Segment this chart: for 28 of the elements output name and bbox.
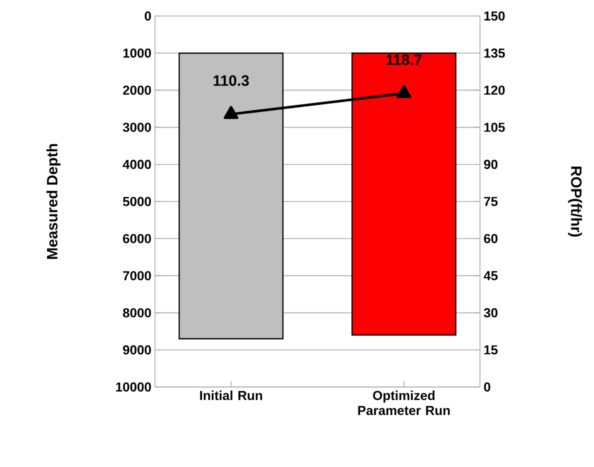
y-tick-label: 3000 xyxy=(122,122,151,132)
y2-tick-label: 0 xyxy=(484,382,490,392)
data-label: 110.3 xyxy=(214,75,249,86)
x-tick-label: Initial Run xyxy=(200,390,262,400)
y2-tick-label: 75 xyxy=(484,196,498,206)
y2-tick-label: 45 xyxy=(484,271,498,280)
y-tick-label: 8000 xyxy=(122,308,151,318)
y2-tick-label: 105 xyxy=(484,122,505,132)
y2-tick-label: 90 xyxy=(484,160,498,169)
y-tick-label: 2000 xyxy=(123,86,151,95)
y2-axis-title: ROP(ft/hr) xyxy=(568,166,582,237)
data-label: 118.7 xyxy=(386,54,422,66)
x-tick-label: Optimized Parameter Run xyxy=(358,390,450,416)
y-tick-label: 6000 xyxy=(123,234,151,244)
y-tick-label: 9000 xyxy=(123,345,151,355)
y-tick-label: 1000 xyxy=(123,48,151,58)
y2-tick-label: 15 xyxy=(484,345,498,354)
y-tick-label: 0 xyxy=(144,11,151,21)
y2-tick-label: 150 xyxy=(484,11,505,21)
y2-tick-label: 120 xyxy=(484,86,505,95)
y-tick-label: 4000 xyxy=(122,160,151,170)
y2-tick-label: 30 xyxy=(484,308,498,318)
y2-tick-label: 135 xyxy=(484,48,505,58)
y-tick-label: 5000 xyxy=(122,196,151,206)
y2-tick-label: 60 xyxy=(484,234,498,244)
y-tick-label: 7000 xyxy=(123,271,151,280)
y-axis-title: Measured Depth xyxy=(46,144,60,259)
y-tick-label: 10000 xyxy=(116,382,151,392)
